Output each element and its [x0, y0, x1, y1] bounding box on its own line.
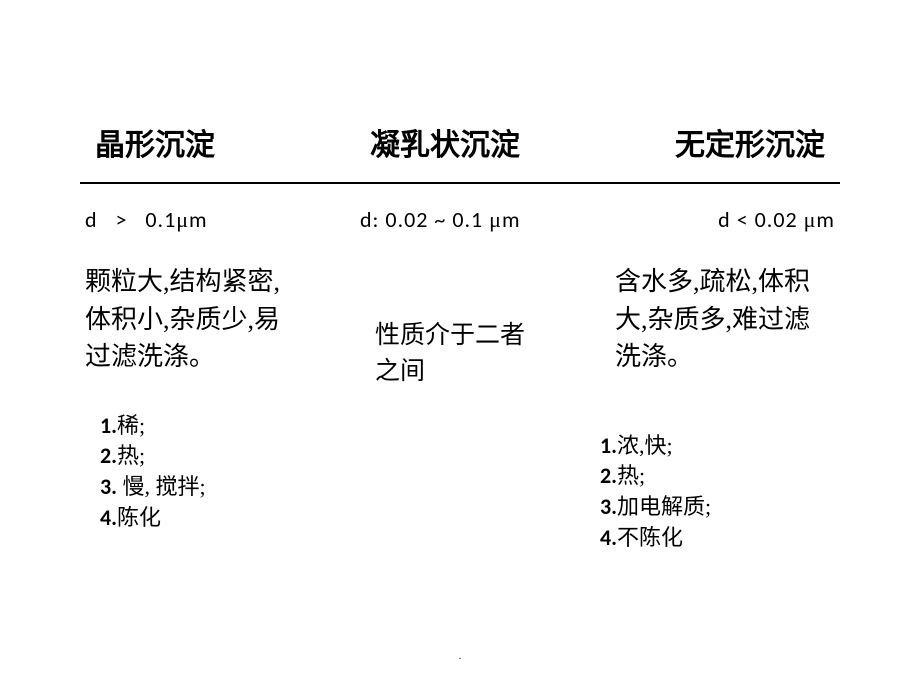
- size-amorphous: d < 0.02 μm: [635, 206, 835, 233]
- slide-content: 晶形沉淀 凝乳状沉淀 无定形沉淀 d > 0.1μm d: 0.02 ~ 0.1…: [0, 0, 920, 554]
- desc-crystalline: 颗粒大,结构紧密,体积小,杂质少,易过滤洗涤。: [85, 263, 305, 391]
- unit-mu: μ: [804, 207, 817, 232]
- header-row: 晶形沉淀 凝乳状沉淀 无定形沉淀: [80, 120, 840, 184]
- size-val: 0.1: [145, 206, 176, 233]
- unit-m: m: [502, 206, 521, 233]
- cond-item: 4.不陈化: [600, 523, 820, 554]
- size-d: d: [85, 206, 98, 233]
- header-amorphous: 无定形沉淀: [675, 120, 825, 164]
- cond-num: 2.: [100, 442, 117, 469]
- header-crystalline: 晶形沉淀: [95, 120, 215, 164]
- conditions-crystalline: 1.稀; 2.热; 3. 慢, 搅拌; 4.陈化: [100, 411, 320, 554]
- cond-num: 3.: [100, 473, 117, 500]
- cond-text: 不陈化: [617, 525, 683, 550]
- size-text: d < 0.02: [718, 206, 803, 233]
- unit-mu: μ: [176, 207, 189, 232]
- cond-text: 热;: [617, 463, 645, 488]
- cond-item: 4.陈化: [100, 503, 320, 534]
- cond-num: 2.: [600, 462, 617, 489]
- size-text: d: 0.02 ~ 0.1: [360, 206, 489, 233]
- cond-num: 4.: [100, 504, 117, 531]
- description-row: 颗粒大,结构紧密,体积小,杂质少,易过滤洗涤。 性质介于二者之间 含水多,疏松,…: [80, 263, 840, 391]
- cond-item: 1.浓,快;: [600, 431, 820, 462]
- cond-num: 1.: [100, 412, 117, 439]
- conditions-row: 1.稀; 2.热; 3. 慢, 搅拌; 4.陈化 1.浓,快; 2.热; 3.加…: [80, 411, 840, 554]
- cond-text: 热;: [117, 443, 145, 468]
- cond-text: 加电解质;: [617, 494, 711, 519]
- desc-amorphous: 含水多,疏松,体积大,杂质多,难过滤洗涤。: [615, 263, 835, 391]
- particle-size-row: d > 0.1μm d: 0.02 ~ 0.1 μm d < 0.02 μm: [80, 206, 840, 233]
- cond-item: 2.热;: [100, 441, 320, 472]
- footer-dot: .: [459, 651, 462, 662]
- size-op: >: [115, 206, 127, 233]
- cond-num: 3.: [600, 493, 617, 520]
- cond-text: 浓,快;: [617, 433, 673, 458]
- cond-text: 慢, 搅拌;: [117, 474, 206, 499]
- cond-item: 3.加电解质;: [600, 492, 820, 523]
- header-curdy: 凝乳状沉淀: [370, 120, 520, 164]
- unit-mu: μ: [489, 207, 502, 232]
- cond-item: 1.稀;: [100, 411, 320, 442]
- unit-m: m: [816, 206, 835, 233]
- cond-item: 3. 慢, 搅拌;: [100, 472, 320, 503]
- size-curdy: d: 0.02 ~ 0.1 μm: [360, 206, 600, 233]
- cond-text: 陈化: [117, 505, 161, 530]
- cond-num: 4.: [600, 524, 617, 551]
- cond-text: 稀;: [117, 413, 145, 438]
- unit-m: m: [189, 206, 208, 233]
- conditions-amorphous: 1.浓,快; 2.热; 3.加电解质; 4.不陈化: [600, 411, 820, 554]
- size-crystalline: d > 0.1μm: [85, 206, 325, 233]
- cond-num: 1.: [600, 432, 617, 459]
- cond-item: 2.热;: [600, 461, 820, 492]
- desc-curdy: 性质介于二者之间: [375, 263, 545, 391]
